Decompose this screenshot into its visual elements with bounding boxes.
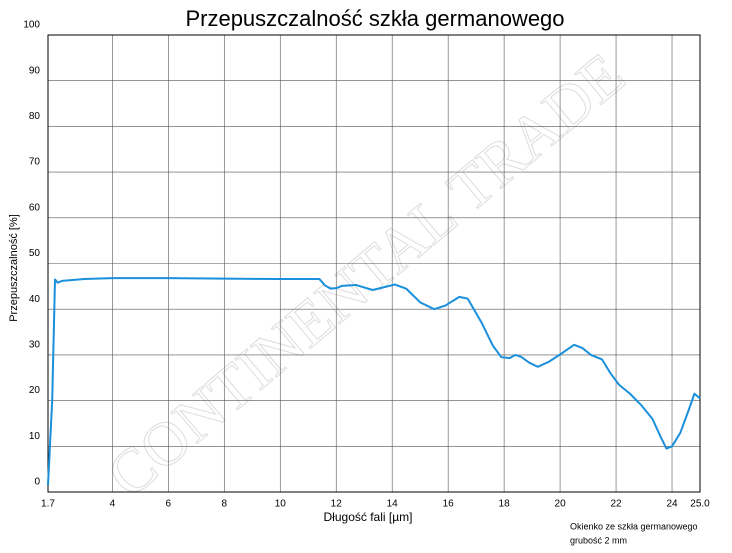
y-tick-label: 60 [29,202,41,213]
x-tick-label: 1.7 [41,499,55,510]
x-axis-label: Długość fali [µm] [324,510,413,524]
x-tick-label: 16 [443,499,455,510]
y-tick-label: 90 [29,65,41,76]
plot-frame [47,34,701,493]
annotation: Okienko ze szkła germanowego [570,521,698,531]
y-tick-label: 10 [29,431,41,442]
x-tick-label: 24 [666,499,678,510]
x-tick-label: 18 [499,499,511,510]
chart-title: Przepuszczalność szkła germanowego [185,6,564,31]
x-tick-label: 10 [275,499,287,510]
x-tick-label: 12 [331,499,343,510]
y-tick-label: 30 [29,340,41,351]
x-tick-label: 14 [387,499,399,510]
y-tick-label: 80 [29,111,41,122]
x-tick-label: 8 [222,499,228,510]
annotation: grubość 2 mm [570,535,627,545]
x-tick-label: 25.0 [690,499,710,510]
watermark: CONTINENTAL TRADE [95,40,638,511]
y-tick-label: 50 [29,248,41,259]
y-tick-label: 40 [29,294,41,305]
y-tick-label: 70 [29,157,41,168]
y-axis-label: Przepuszczalność [%] [8,214,20,322]
y-tick-label: 0 [34,477,40,488]
x-tick-label: 20 [555,499,567,510]
x-tick-label: 4 [110,499,116,510]
y-tick-label: 100 [23,20,40,31]
y-tick-label: 20 [29,385,41,396]
x-tick-label: 22 [610,499,622,510]
x-tick-label: 6 [166,499,172,510]
data-line [47,277,701,486]
